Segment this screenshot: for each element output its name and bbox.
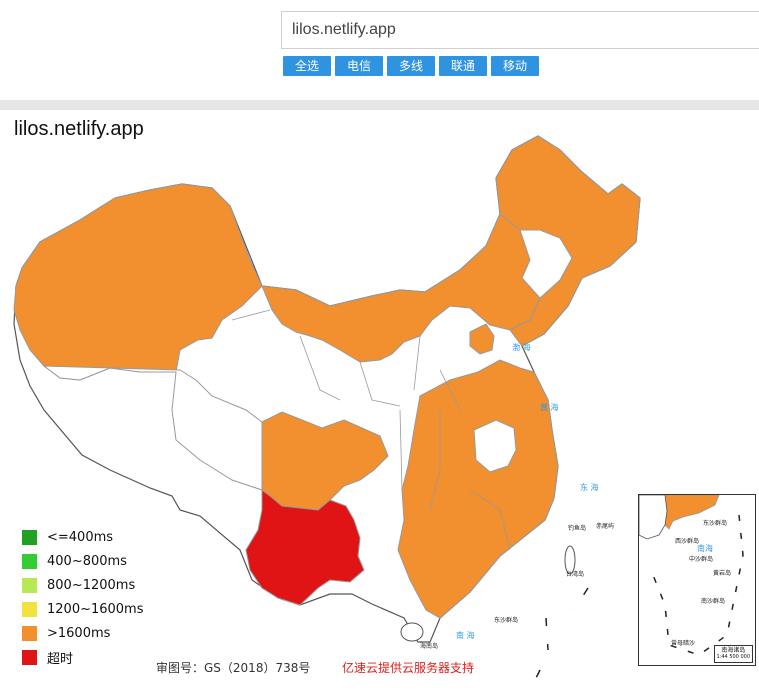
sea-label-bohai: 渤 海 — [512, 342, 531, 352]
sea-label-yellow: 黄 海 — [540, 402, 559, 412]
inset-island-huangyan: 黄岩岛 — [713, 569, 731, 577]
map-panel: 渤 海 黄 海 东 海 南 海 钓鱼岛 赤尾屿 台湾岛 东沙群岛 海南岛 lil… — [0, 110, 759, 700]
legend-item: >1600ms — [22, 621, 144, 645]
region-northeast — [495, 135, 641, 347]
island-label-chiwei: 赤尾屿 — [596, 522, 614, 530]
legend-item: 400~800ms — [22, 549, 144, 573]
legend-label: <=400ms — [47, 529, 114, 545]
inset-label: 南海诸岛 1:44 500 000 — [713, 645, 753, 663]
sea-label-south: 南 海 — [456, 630, 475, 640]
top-panel: 全选 电信 多线 联通 移动 — [0, 0, 759, 100]
region-central-southeast — [397, 359, 559, 619]
legend-swatch — [22, 529, 37, 545]
legend-swatch — [22, 553, 37, 569]
inset-island-dongsha: 东沙群岛 — [703, 519, 727, 527]
region-taiwan — [564, 545, 576, 575]
line-filter-buttons: 全选 电信 多线 联通 移动 — [283, 56, 539, 76]
support-link[interactable]: 亿速云提供云服务器支持 — [342, 661, 475, 675]
region-shanxi — [469, 323, 495, 355]
island-label-dongsha: 东沙群岛 — [494, 616, 518, 624]
legend-swatch — [22, 601, 37, 617]
legend-item: 超时 — [22, 645, 144, 669]
sea-label-east: 东 海 — [580, 482, 599, 492]
inset-island-nansha: 南沙群岛 — [701, 597, 725, 605]
section-divider — [0, 100, 759, 110]
region-anhui — [473, 419, 517, 473]
island-label-hainan: 海南岛 — [420, 642, 438, 650]
inset-scale: 1:44 500 000 — [716, 654, 751, 660]
region-hainan — [400, 622, 424, 642]
select-all-button[interactable]: 全选 — [283, 56, 331, 76]
inset-island-xisha: 西沙群岛 — [675, 537, 699, 545]
inset-island-zhongsha: 中沙群岛 — [689, 555, 713, 563]
legend-swatch — [22, 577, 37, 593]
legend-label: >1600ms — [47, 625, 111, 641]
legend-swatch — [22, 625, 37, 641]
province-borders — [231, 309, 511, 551]
china-map: 渤 海 黄 海 东 海 南 海 钓鱼岛 赤尾屿 台湾岛 东沙群岛 海南岛 — [13, 135, 641, 691]
inset-title: 南海诸岛 — [721, 647, 746, 654]
inset-island-zengmu: 曾母暗沙 — [671, 639, 695, 647]
legend: <=400ms 400~800ms 800~1200ms 1200~1600ms… — [22, 525, 144, 669]
region-yunnan — [245, 489, 365, 606]
inset-land-left — [639, 495, 668, 540]
south-china-sea-inset: 东沙群岛 南海 西沙群岛 中沙群岛 黄岩岛 南沙群岛 曾母暗沙 南海诸岛 1:4… — [638, 494, 756, 666]
region-xinjiang — [13, 183, 263, 381]
legend-item: 1200~1600ms — [22, 597, 144, 621]
legend-item: 800~1200ms — [22, 573, 144, 597]
map-title: lilos.netlify.app — [14, 118, 144, 140]
island-label-taiwan: 台湾岛 — [566, 570, 584, 578]
unicom-button[interactable]: 联通 — [439, 56, 487, 76]
telecom-button[interactable]: 电信 — [335, 56, 383, 76]
inset-dashed-line — [652, 514, 744, 656]
legend-swatch — [22, 649, 37, 665]
inset-sea-label: 南海 — [697, 543, 713, 553]
mobile-button[interactable]: 移动 — [491, 56, 539, 76]
map-approval-number: 审图号：GS（2018）738号 — [156, 661, 311, 675]
domain-input[interactable] — [281, 11, 759, 49]
legend-label: 400~800ms — [47, 553, 127, 569]
inset-map: 东沙群岛 南海 西沙群岛 中沙群岛 黄岩岛 南沙群岛 曾母暗沙 — [639, 495, 744, 656]
legend-label: 1200~1600ms — [47, 601, 144, 617]
legend-label: 超时 — [47, 651, 74, 667]
legend-item: <=400ms — [22, 525, 144, 549]
island-label-diaoyu: 钓鱼岛 — [568, 524, 586, 532]
legend-label: 800~1200ms — [47, 577, 136, 593]
multiline-button[interactable]: 多线 — [387, 56, 435, 76]
sea-boundary-dashes — [529, 587, 589, 691]
region-inner-mongolia-gansu — [261, 213, 541, 363]
region-tibet — [42, 365, 263, 491]
